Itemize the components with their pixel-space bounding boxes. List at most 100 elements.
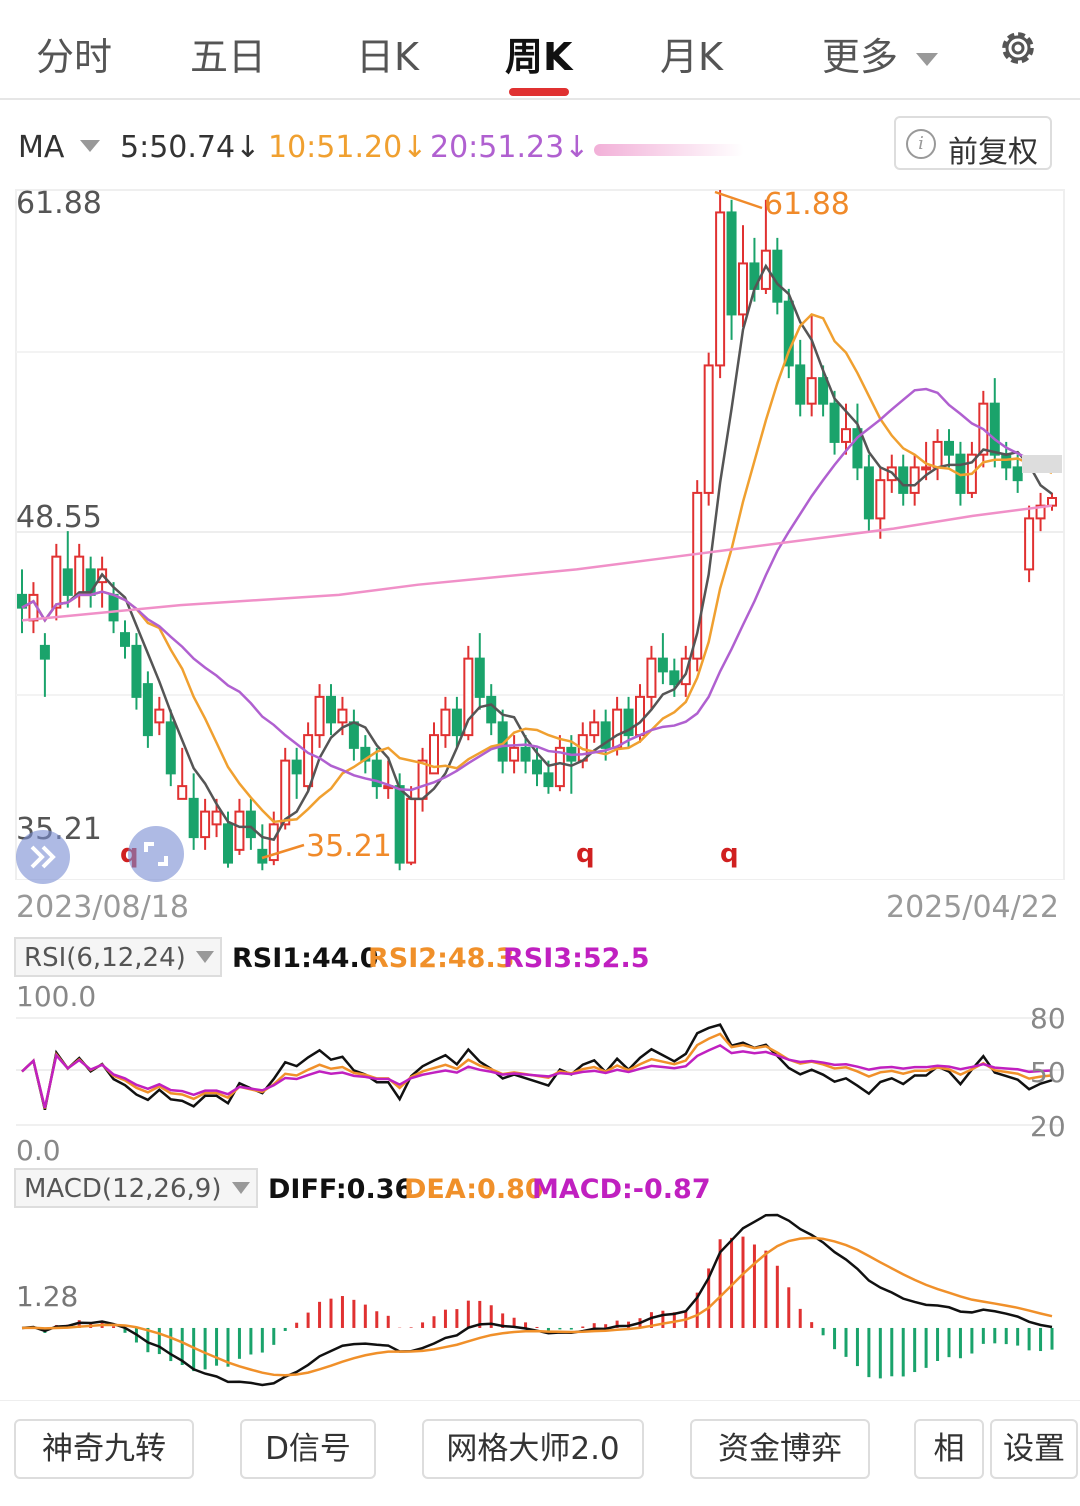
candle-body xyxy=(51,555,62,609)
candle xyxy=(898,454,909,506)
macd-dea-value: DEA:0.80 xyxy=(404,1174,544,1205)
candle xyxy=(314,684,325,748)
candle xyxy=(806,314,817,417)
price-axis-top: 61.88 xyxy=(16,186,102,221)
rsi-level-80: 80 xyxy=(1030,1002,1066,1035)
low-label: 35.21 xyxy=(306,829,392,864)
candle-body xyxy=(74,555,85,596)
candle-body xyxy=(715,211,726,367)
macd-title: MACD(12,26,9) xyxy=(24,1174,222,1204)
ma-selector[interactable]: MA xyxy=(18,130,65,165)
candle xyxy=(440,696,451,748)
candle xyxy=(715,190,726,379)
chart-frame xyxy=(15,189,1065,880)
fund-game-button[interactable]: 资金博弈 xyxy=(690,1419,870,1479)
candle-body xyxy=(623,708,634,737)
candle xyxy=(818,365,829,417)
candle-body xyxy=(154,708,165,724)
fullscreen-icon xyxy=(144,842,168,866)
candle-body xyxy=(348,721,359,749)
candle xyxy=(1012,454,1023,493)
candle-body xyxy=(371,759,382,788)
candle-body xyxy=(554,746,565,788)
candle-body xyxy=(200,810,211,839)
candle xyxy=(772,237,783,315)
settings-button[interactable]: 设置 xyxy=(990,1419,1078,1479)
candle-body xyxy=(795,364,806,405)
candle-body xyxy=(829,402,840,443)
fullscreen-button[interactable] xyxy=(128,826,184,882)
related-button[interactable]: 相 xyxy=(914,1419,984,1479)
ma10-value: 10:51.20↓ xyxy=(268,130,428,165)
candle-body xyxy=(703,364,714,494)
candle xyxy=(97,556,108,608)
adjust-button[interactable]: i 前复权 xyxy=(894,116,1052,170)
candle xyxy=(795,339,806,417)
chevron-down-icon xyxy=(232,1182,250,1194)
candle-body xyxy=(417,759,428,800)
gear-icon[interactable] xyxy=(996,26,1040,70)
ma-dropdown-icon[interactable] xyxy=(80,140,100,152)
candle-body xyxy=(944,440,954,456)
candle-body xyxy=(120,632,130,647)
candle xyxy=(85,556,96,608)
candle xyxy=(657,633,668,685)
candle-body xyxy=(635,695,645,737)
candle xyxy=(1047,492,1057,511)
macd-selector[interactable]: MACD(12,26,9) xyxy=(14,1168,258,1208)
magic-nine-button[interactable]: 神奇九转 xyxy=(14,1419,194,1479)
candle xyxy=(909,454,920,506)
candle-body xyxy=(62,568,73,596)
last-price-tag xyxy=(1022,455,1062,473)
candle xyxy=(142,671,153,748)
ma5-line xyxy=(21,263,1053,842)
candle-body xyxy=(772,249,783,303)
start-date: 2023/08/18 xyxy=(16,890,189,925)
candle xyxy=(520,735,531,774)
info-icon: i xyxy=(906,129,936,159)
candlestick-chart[interactable]: 61.88 35.21 q q q xyxy=(0,180,1080,880)
candle xyxy=(188,773,199,850)
candle-body xyxy=(280,759,291,826)
ma20-value: 20:51.23↓ xyxy=(430,130,590,165)
rsi-selector[interactable]: RSI(6,12,24) xyxy=(14,937,222,977)
candle xyxy=(463,645,474,741)
chevron-down-icon xyxy=(916,53,939,66)
candle-body xyxy=(211,810,222,826)
candle xyxy=(932,429,943,481)
candle-body xyxy=(268,823,279,862)
active-tab-indicator xyxy=(509,88,569,96)
candle xyxy=(829,390,840,455)
candle xyxy=(783,288,794,379)
chevron-down-icon xyxy=(196,951,214,963)
expand-sidebar-button[interactable] xyxy=(16,830,70,884)
tab-weekly-k[interactable]: 周K xyxy=(505,35,573,79)
rsi-level-20: 20 xyxy=(1030,1110,1066,1143)
candle xyxy=(177,747,188,800)
ma5-value: 5:50.74↓ xyxy=(120,130,261,165)
candle-body xyxy=(177,785,188,800)
tab-more[interactable]: 更多 xyxy=(822,26,939,81)
price-axis-mid: 48.55 xyxy=(16,500,102,535)
tab-monthly-k[interactable]: 月K xyxy=(660,35,723,79)
d-signal-button[interactable]: D信号 xyxy=(240,1419,376,1479)
tab-intraday[interactable]: 分时 xyxy=(36,35,113,79)
candle xyxy=(429,722,439,775)
tab-five-day[interactable]: 五日 xyxy=(190,35,267,79)
tab-daily-k[interactable]: 日K xyxy=(356,35,419,79)
candle-body xyxy=(1024,517,1035,571)
candle xyxy=(486,684,497,736)
candle xyxy=(245,798,256,850)
candle-body xyxy=(921,466,932,471)
candle-body xyxy=(474,657,485,698)
candle-body xyxy=(165,721,176,775)
bottom-toolbar: 神奇九转 D信号 网格大师2.0 资金博弈 相 设置 xyxy=(0,1400,1080,1506)
candle-body xyxy=(783,300,794,367)
candle-body xyxy=(39,644,50,660)
candle xyxy=(39,633,50,697)
candle-body xyxy=(108,593,119,622)
grid-master-button[interactable]: 网格大师2.0 xyxy=(422,1419,644,1479)
high-marker-line xyxy=(714,190,763,210)
candle-body xyxy=(188,797,199,839)
candle-body xyxy=(818,377,829,405)
